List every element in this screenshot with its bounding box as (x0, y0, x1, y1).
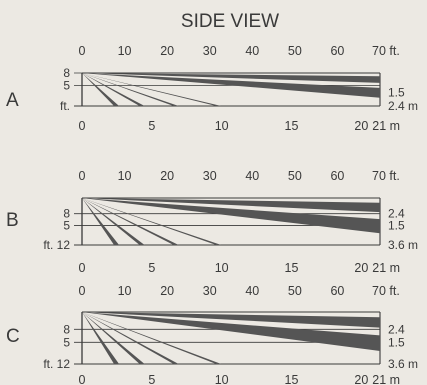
panel-b-feet-tick: 50 (288, 169, 302, 183)
panel-b-meter-tick: 15 (285, 261, 299, 275)
panel-b-right-height-label: 3.6 m (388, 238, 418, 252)
panel-b-long-range-beam (82, 198, 380, 213)
panel-b-short-range-beam (82, 198, 222, 245)
panel-c-feet-tick: 50 (288, 284, 302, 298)
panel-c-feet-tick: 70 ft. (372, 284, 400, 298)
panel-a-right-height-label: 1.5 (388, 85, 405, 99)
panel-c-short-range-beam (82, 312, 222, 364)
panel-c-height-label: 8 (63, 322, 70, 336)
panel-b-mount-unit: ft. 12 (43, 238, 70, 252)
panel-a-meter-tick: 0 (79, 119, 86, 133)
panel-c-meter-tick: 5 (148, 373, 155, 385)
panel-a-feet-tick: 50 (288, 44, 302, 58)
panel-a-meter-tick: 5 (148, 119, 155, 133)
panel-c-feet-tick: 20 (160, 284, 174, 298)
panel-c-long-range-beam (82, 312, 380, 351)
panel-b-feet-tick: 60 (330, 169, 344, 183)
panel-c-meter-tick: 21 m (372, 373, 400, 385)
panel-c-meter-tick: 10 (215, 373, 229, 385)
panel-b-right-height-label: 1.5 (388, 218, 405, 232)
panel-c-meter-tick: 15 (285, 373, 299, 385)
panel-c-mount-unit: ft. 12 (43, 357, 70, 371)
panel-b-feet-tick: 40 (245, 169, 259, 183)
panel-b-meter-tick: 0 (79, 261, 86, 275)
panel-c-short-range-beam (82, 312, 120, 364)
panel-c-meter-tick: 20 (354, 373, 368, 385)
panel-c-feet-tick: 60 (330, 284, 344, 298)
panel-b-letter: B (6, 210, 19, 231)
panel-b-feet-tick: 10 (118, 169, 132, 183)
panel-b-meter-tick: 10 (215, 261, 229, 275)
panel-c-right-height-label: 2.4 (388, 322, 405, 336)
panel-a-feet-tick: 10 (118, 44, 132, 58)
panel-c-right-height-label: 1.5 (388, 335, 405, 349)
panel-c-letter: C (6, 326, 20, 347)
panel-a-feet-tick: 60 (330, 44, 344, 58)
panel-a-meter-tick: 20 (354, 119, 368, 133)
panel-a-short-range-beam (82, 73, 222, 106)
panel-b-feet-tick: 20 (160, 169, 174, 183)
panel-b-height-label: 8 (63, 207, 70, 221)
panel-b-short-range-beam (82, 198, 179, 245)
panel-a-letter: A (6, 90, 19, 111)
panel-a-long-range-beam (82, 73, 380, 83)
panel-c-feet-tick: 40 (245, 284, 259, 298)
panel-c-feet-tick: 10 (118, 284, 132, 298)
panel-b-short-range-beam (82, 198, 145, 245)
panel-b-feet-tick: 0 (79, 169, 86, 183)
diagram-title: SIDE VIEW (181, 11, 279, 32)
panel-a-meter-tick: 10 (215, 119, 229, 133)
panel-a-meter-tick: 21 m (372, 119, 400, 133)
panel-b-meter-tick: 5 (148, 261, 155, 275)
panel-a-short-range-beam (82, 73, 120, 106)
panel-a-short-range-beam (82, 73, 179, 106)
panel-b-short-range-beam (82, 198, 120, 245)
panel-c-meter-tick: 0 (79, 373, 86, 385)
panel-b-right-height-label: 2.4 (388, 207, 405, 221)
panel-c-feet-tick: 0 (79, 284, 86, 298)
panel-a-right-height-label: 2.4 m (388, 99, 418, 113)
panel-c-long-range-beam (82, 312, 380, 328)
panel-c-right-height-label: 3.6 m (388, 357, 418, 371)
panel-c-feet-tick: 30 (203, 284, 217, 298)
panel-c-short-range-beam (82, 312, 179, 364)
panel-a-feet-tick: 70 ft. (372, 44, 400, 58)
panel-b-feet-tick: 30 (203, 169, 217, 183)
panel-a-height-label: 5 (63, 78, 70, 92)
panel-a-meter-tick: 15 (285, 119, 299, 133)
panel-a-short-range-beam (82, 73, 145, 106)
panel-c-height-label: 5 (63, 335, 70, 349)
panel-b-long-range-beam (82, 198, 380, 234)
panel-a-mount-unit: ft. (60, 99, 70, 113)
panel-b-meter-tick: 20 (354, 261, 368, 275)
panel-b-height-label: 5 (63, 218, 70, 232)
panel-b-feet-tick: 70 ft. (372, 169, 400, 183)
panel-a-feet-tick: 0 (79, 44, 86, 58)
panel-a-feet-tick: 40 (245, 44, 259, 58)
panel-a-feet-tick: 20 (160, 44, 174, 58)
panel-a-long-range-beam (82, 73, 380, 98)
panel-b-meter-tick: 21 m (372, 261, 400, 275)
panel-a-height-label: 8 (63, 66, 70, 80)
panel-a-feet-tick: 30 (203, 44, 217, 58)
panel-c-short-range-beam (82, 312, 145, 364)
